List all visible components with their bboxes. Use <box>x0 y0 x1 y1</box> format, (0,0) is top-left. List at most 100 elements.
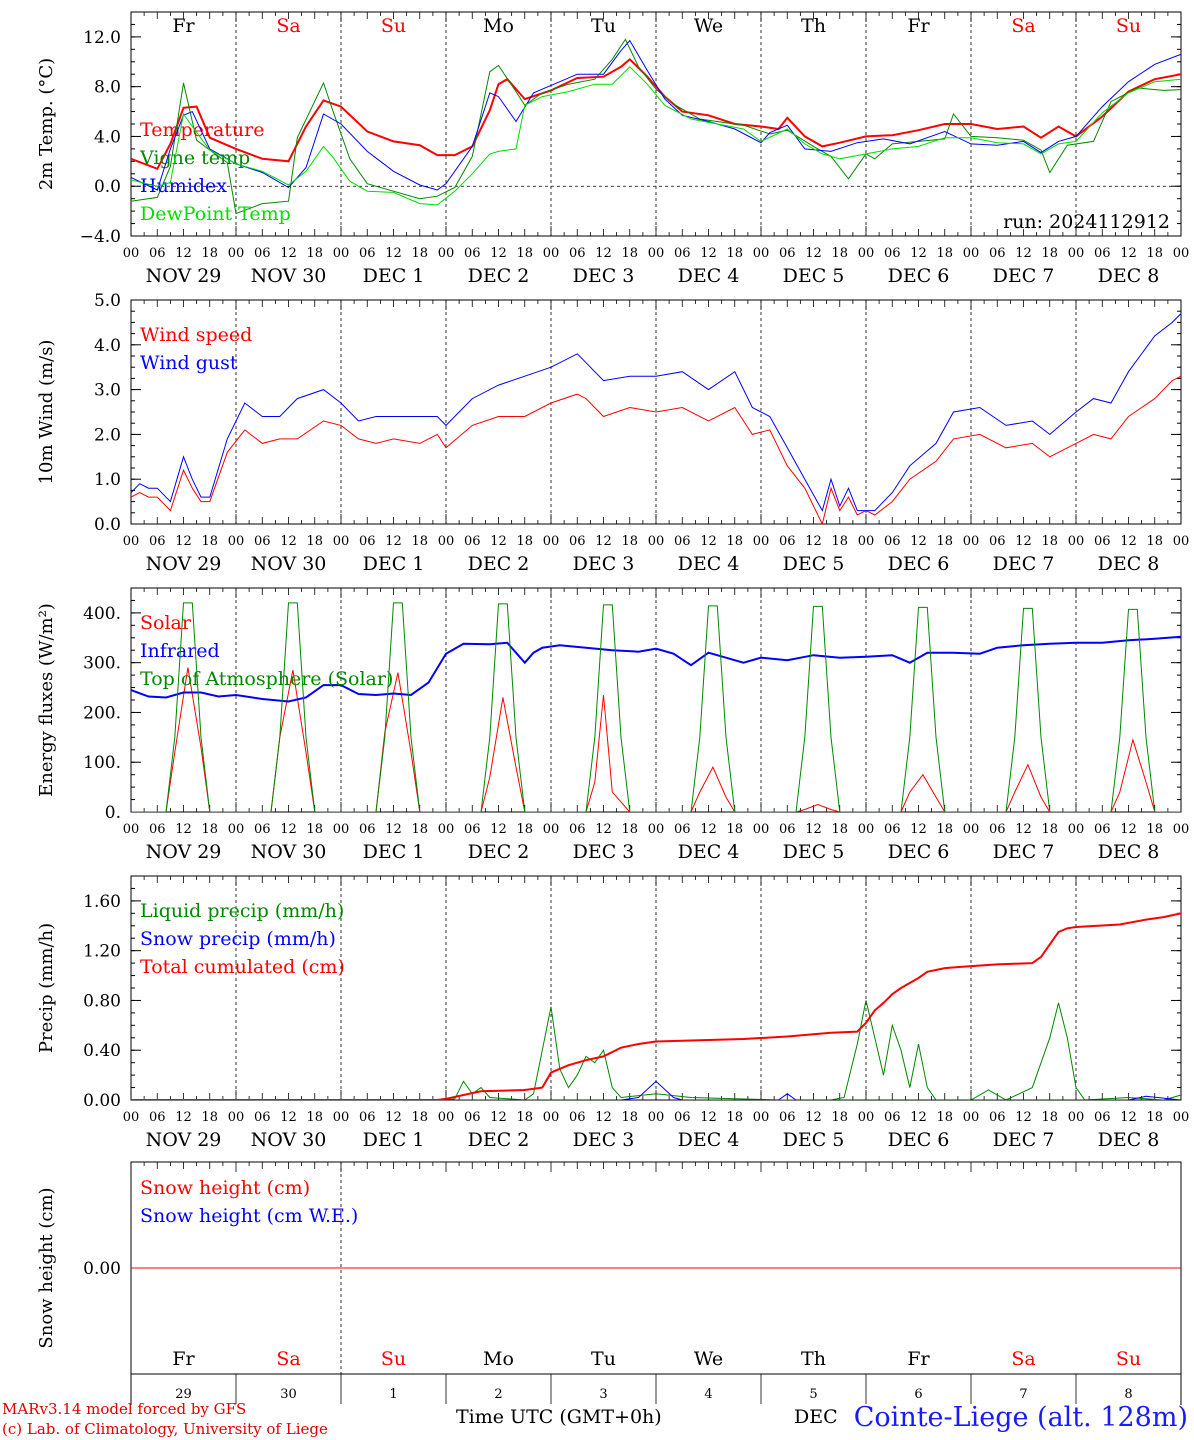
x-hour-label: 12 <box>175 246 192 261</box>
x-hour-label: 06 <box>149 246 166 261</box>
x-hour-label: 12 <box>490 534 507 549</box>
series-temperature <box>131 57 1181 171</box>
x-hour-label: 12 <box>805 1110 822 1125</box>
y-tick-label: 0.80 <box>83 991 121 1011</box>
day-number-label: 29 <box>175 1387 192 1402</box>
y-tick-label: 4.0 <box>94 127 121 147</box>
x-date-label: DEC 3 <box>573 553 635 575</box>
x-hour-label: 12 <box>910 822 927 837</box>
legend-entry: Snow height (cm W.E.) <box>140 1205 358 1227</box>
x-hour-label: 18 <box>936 246 953 261</box>
weekday-label-bottom: Fr <box>907 1348 930 1370</box>
x-hour-label: 06 <box>779 822 796 837</box>
x-hour-label: 00 <box>1068 1110 1085 1125</box>
day-number-label: 3 <box>599 1387 607 1402</box>
x-hour-label: 06 <box>254 534 271 549</box>
x-hour-label: 12 <box>280 246 297 261</box>
x-hour-label: 12 <box>1120 822 1137 837</box>
series-dewpoint-temp <box>131 66 1181 206</box>
legend-entry: Solar <box>140 612 192 634</box>
x-hour-label: 12 <box>385 1110 402 1125</box>
legend-entry: Temperature <box>140 119 264 141</box>
x-hour-label: 12 <box>700 534 717 549</box>
x-hour-label: 18 <box>621 534 638 549</box>
x-hour-label: 06 <box>884 246 901 261</box>
x-hour-label: 06 <box>884 534 901 549</box>
legend-entry: Wind speed <box>140 324 252 346</box>
x-hour-label: 12 <box>1015 246 1032 261</box>
x-hour-label: 06 <box>359 822 376 837</box>
x-hour-label: 00 <box>858 534 875 549</box>
x-date-label: NOV 29 <box>146 841 222 863</box>
time-axis-label: Time UTC (GMT+0h) <box>456 1406 662 1428</box>
x-date-label: NOV 29 <box>146 553 222 575</box>
panel-snow: 0.00 Snow height (cm) Snow height (cm) Snow… <box>36 1161 1182 1375</box>
x-hour-label: 18 <box>1146 822 1163 837</box>
x-date-label: DEC 4 <box>678 265 740 287</box>
y-tick-label: 1.0 <box>94 470 121 490</box>
x-hour-label: 12 <box>490 1110 507 1125</box>
x-date-label: DEC 7 <box>993 1129 1055 1151</box>
x-hour-label: 06 <box>1094 246 1111 261</box>
x-hour-label: 00 <box>858 246 875 261</box>
x-date-label: DEC 8 <box>1098 841 1160 863</box>
y-axis-label: 10m Wind (m/s) <box>36 340 57 485</box>
x-hour-label: 00 <box>543 822 560 837</box>
x-date-label: DEC 8 <box>1098 553 1160 575</box>
x-hour-label: 00 <box>438 246 455 261</box>
x-hour-label: 06 <box>674 246 691 261</box>
x-hour-label: 00 <box>753 534 770 549</box>
x-hour-label: 00 <box>438 822 455 837</box>
x-hour-label: 00 <box>123 246 140 261</box>
x-hour-label: 06 <box>359 534 376 549</box>
x-hour-label: 06 <box>569 534 586 549</box>
x-hour-label: 00 <box>438 1110 455 1125</box>
x-hour-label: 06 <box>779 1110 796 1125</box>
x-date-label: DEC 3 <box>573 265 635 287</box>
y-axis-label: Precip (mm/h) <box>36 923 57 1053</box>
x-hour-label: 18 <box>201 534 218 549</box>
x-hour-label: 00 <box>438 534 455 549</box>
x-hour-label: 06 <box>254 822 271 837</box>
x-hour-label: 00 <box>1068 246 1085 261</box>
y-tick-label: 2.0 <box>94 425 121 445</box>
weekday-label: Fr <box>907 15 930 37</box>
x-hour-label: 06 <box>1094 534 1111 549</box>
x-hour-label: 12 <box>910 246 927 261</box>
x-hour-label: 12 <box>490 822 507 837</box>
x-hour-label: 06 <box>569 246 586 261</box>
x-hour-label: 06 <box>569 822 586 837</box>
legend-entry: Top of Atmosphere (Solar) <box>140 668 393 690</box>
x-hour-label: 06 <box>674 534 691 549</box>
x-date-label: DEC 2 <box>468 1129 530 1151</box>
x-hour-label: 06 <box>149 534 166 549</box>
x-hour-label: 00 <box>543 534 560 549</box>
y-tick-label: 0.40 <box>83 1041 121 1061</box>
x-hour-label: 18 <box>516 246 533 261</box>
x-hour-label: 00 <box>228 1110 245 1125</box>
x-hour-label: 12 <box>1015 1110 1032 1125</box>
legend-entry: Total cumulated (cm) <box>140 956 345 978</box>
legend-entry: Vigne temp <box>139 147 250 169</box>
x-hour-label: 00 <box>228 246 245 261</box>
weekday-label: Fr <box>172 15 195 37</box>
weekday-label: We <box>694 15 723 37</box>
weekday-label-bottom: Tu <box>591 1348 616 1370</box>
x-date-label: NOV 30 <box>251 1129 327 1151</box>
series-snow-precip-mm-h- <box>131 1080 1181 1100</box>
x-hour-label: 00 <box>963 1110 980 1125</box>
x-hour-label: 18 <box>516 822 533 837</box>
weekday-label-bottom: Th <box>801 1348 826 1370</box>
y-tick-label: 0.0 <box>94 177 121 197</box>
x-hour-label: 18 <box>621 246 638 261</box>
x-hour-label: 12 <box>280 1110 297 1125</box>
x-hour-label: 18 <box>516 1110 533 1125</box>
x-hour-label: 12 <box>385 246 402 261</box>
x-date-label: DEC 6 <box>888 841 950 863</box>
x-date-label: DEC 2 <box>468 553 530 575</box>
x-hour-label: 12 <box>1015 534 1032 549</box>
x-hour-label: 18 <box>1146 534 1163 549</box>
x-hour-label: 00 <box>1173 534 1190 549</box>
x-hour-label: 18 <box>726 534 743 549</box>
weekday-label-bottom: We <box>694 1348 723 1370</box>
